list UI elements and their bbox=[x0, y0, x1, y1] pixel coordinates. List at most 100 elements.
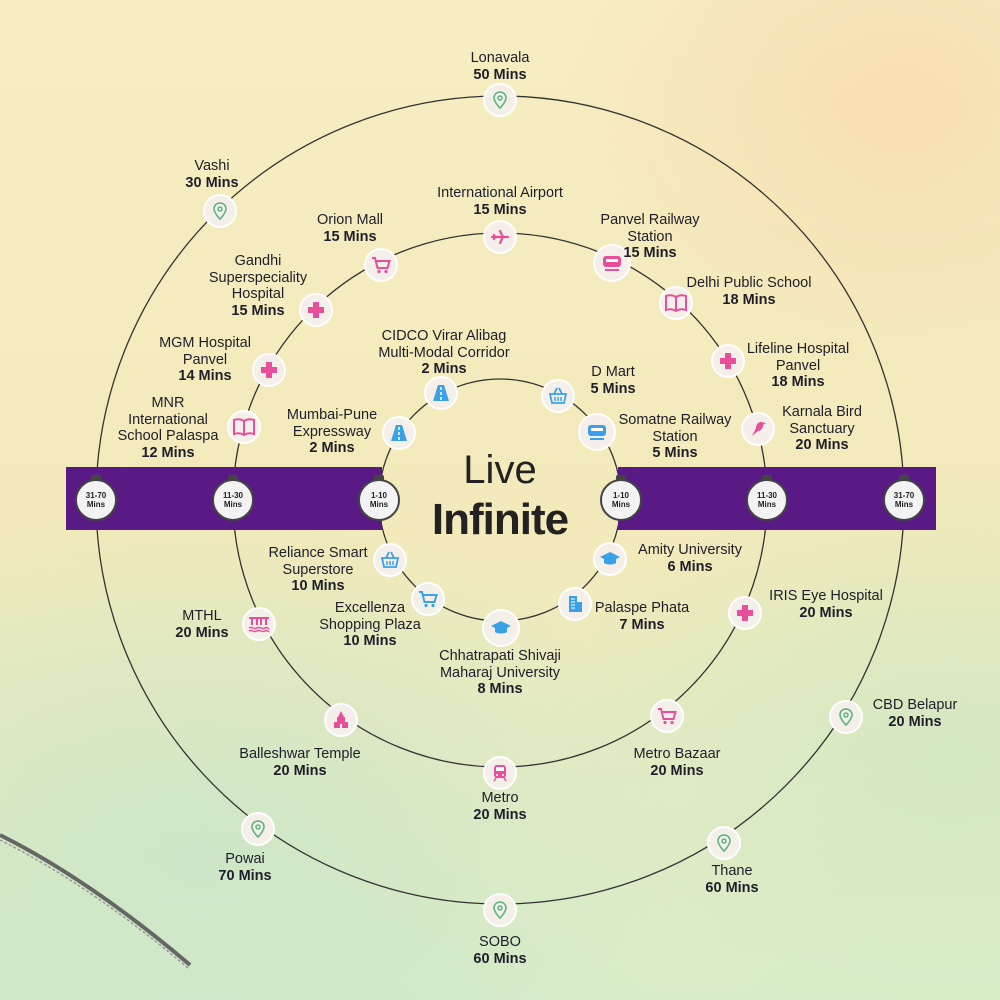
label-lonavala: Lonavala 50 Mins bbox=[471, 50, 530, 83]
bridge-icon bbox=[244, 609, 274, 639]
label-powai: Powai 70 Mins bbox=[218, 851, 271, 884]
location-name: Amity University bbox=[638, 542, 742, 558]
location-name: Excellenza Shopping Plaza bbox=[319, 600, 421, 633]
clock-outer-right: 31-70 Mins bbox=[883, 475, 925, 521]
location-name: Chhatrapati Shivaji Maharaj University bbox=[439, 648, 561, 681]
clock-middle-left: 11-30 Mins bbox=[212, 475, 254, 521]
map-pin-icon bbox=[831, 702, 861, 732]
label-vashi: Vashi 30 Mins bbox=[185, 158, 238, 191]
location-name: Gandhi Superspeciality Hospital bbox=[208, 253, 308, 302]
label-metro: Metro 20 Mins bbox=[473, 790, 526, 823]
travel-time: 20 Mins bbox=[175, 624, 229, 641]
location-name: Lifeline Hospital Panvel bbox=[746, 341, 850, 374]
location-name: Reliance Smart Superstore bbox=[268, 545, 368, 578]
building-icon bbox=[560, 589, 590, 619]
label-excellenza: Excellenza Shopping Plaza 10 Mins bbox=[319, 600, 421, 650]
travel-time: 20 Mins bbox=[650, 762, 704, 779]
location-name: Palaspe Phata bbox=[594, 600, 690, 616]
label-balleshwar-temple: Balleshwar Temple 20 Mins bbox=[239, 746, 360, 779]
label-international-airport: International Airport 15 Mins bbox=[437, 185, 563, 218]
travel-time: 7 Mins bbox=[619, 616, 665, 633]
travel-time: 6 Mins bbox=[667, 558, 713, 575]
travel-time: 18 Mins bbox=[771, 374, 825, 390]
label-reliance-smart: Reliance Smart Superstore 10 Mins bbox=[268, 545, 367, 595]
train-icon bbox=[580, 415, 614, 449]
medical-cross-icon bbox=[254, 355, 284, 385]
label-gandhi-hospital: Gandhi Superspeciality Hospital 15 Mins bbox=[209, 253, 307, 319]
travel-time: 10 Mins bbox=[343, 633, 397, 649]
bird-icon bbox=[743, 414, 773, 444]
travel-time: 20 Mins bbox=[273, 762, 327, 779]
travel-time: 60 Mins bbox=[705, 879, 759, 896]
travel-time: 15 Mins bbox=[473, 201, 527, 218]
location-name: D Mart bbox=[591, 364, 635, 380]
shopping-cart-icon bbox=[366, 250, 396, 280]
location-name: Balleshwar Temple bbox=[239, 746, 361, 762]
label-somatne-railway: Somatne Railway Station 5 Mins bbox=[619, 412, 732, 462]
label-chhatrapati-university: Chhatrapati Shivaji Maharaj University 8 … bbox=[439, 648, 561, 698]
label-metro-bazaar: Metro Bazaar 20 Mins bbox=[633, 746, 720, 779]
travel-time: 15 Mins bbox=[323, 228, 377, 245]
shopping-basket-icon bbox=[375, 545, 405, 575]
travel-time: 20 Mins bbox=[795, 437, 849, 453]
label-sobo: SOBO 60 Mins bbox=[473, 934, 526, 967]
label-lifeline-hospital: Lifeline Hospital Panvel 18 Mins bbox=[747, 341, 849, 391]
location-name: Mumbai-Pune Expressway bbox=[286, 407, 378, 440]
map-pin-icon bbox=[485, 895, 515, 925]
location-name: Vashi bbox=[194, 158, 230, 174]
travel-time: 5 Mins bbox=[652, 445, 698, 461]
location-name: Thane bbox=[711, 863, 753, 879]
travel-time: 2 Mins bbox=[309, 440, 355, 456]
location-name: Powai bbox=[225, 851, 265, 867]
label-d-mart: D Mart 5 Mins bbox=[590, 364, 635, 397]
label-mthl: MTHL 20 Mins bbox=[175, 608, 228, 641]
travel-time: 18 Mins bbox=[722, 291, 776, 308]
graduation-cap-icon bbox=[595, 544, 625, 574]
book-icon bbox=[661, 288, 691, 318]
label-orion-mall: Orion Mall 15 Mins bbox=[317, 212, 383, 245]
location-name: Delhi Public School bbox=[686, 275, 812, 291]
location-name: Metro bbox=[481, 790, 519, 806]
travel-time: 20 Mins bbox=[888, 713, 942, 730]
travel-time: 8 Mins bbox=[477, 681, 523, 697]
travel-time: 10 Mins bbox=[291, 578, 345, 594]
travel-time: 15 Mins bbox=[231, 302, 285, 319]
location-name: IRIS Eye Hospital bbox=[769, 588, 883, 604]
travel-time: 60 Mins bbox=[473, 950, 527, 967]
map-pin-icon bbox=[709, 828, 739, 858]
map-pin-icon bbox=[205, 196, 235, 226]
road-line bbox=[0, 833, 192, 967]
map-pin-icon bbox=[243, 814, 273, 844]
label-panvel-railway: Panvel Railway Station 15 Mins bbox=[600, 212, 699, 262]
travel-time: 50 Mins bbox=[473, 66, 527, 83]
temple-icon bbox=[326, 705, 356, 735]
location-name: MGM Hospital Panvel bbox=[159, 335, 251, 368]
label-mumbai-pune: Mumbai-Pune Expressway 2 Mins bbox=[287, 407, 377, 457]
medical-cross-icon bbox=[301, 295, 331, 325]
travel-time: 30 Mins bbox=[185, 174, 239, 191]
location-name: Metro Bazaar bbox=[633, 746, 721, 762]
graduation-cap-icon bbox=[484, 611, 518, 645]
clock-inner-left: 1-10 Mins bbox=[358, 475, 400, 521]
medical-cross-icon bbox=[713, 346, 743, 376]
clock-middle-right: 11-30 Mins bbox=[746, 475, 788, 521]
map-pin-icon bbox=[485, 85, 515, 115]
road-icon bbox=[384, 418, 414, 448]
location-name: CBD Belapur bbox=[872, 697, 958, 713]
location-name: SOBO bbox=[479, 934, 521, 950]
shopping-basket-icon bbox=[543, 381, 573, 411]
location-name: CIDCO Virar Alibag Multi-Modal Corridor bbox=[378, 328, 510, 361]
label-mnr-school: MNR International School Palaspa 12 Mins bbox=[118, 395, 219, 461]
brand-line-2: Infinite bbox=[431, 495, 569, 544]
label-mgm-hospital: MGM Hospital Panvel 14 Mins bbox=[159, 335, 251, 385]
travel-time: 5 Mins bbox=[590, 380, 636, 397]
location-name: Lonavala bbox=[470, 50, 530, 66]
label-cbd-belapur: CBD Belapur 20 Mins bbox=[873, 697, 958, 730]
location-name: Somatne Railway Station bbox=[618, 412, 732, 445]
label-karnala-bird: Karnala Bird Sanctuary 20 Mins bbox=[782, 404, 862, 454]
label-delhi-public-school: Delhi Public School 18 Mins bbox=[687, 275, 812, 308]
location-name: MNR International School Palaspa bbox=[117, 395, 219, 444]
label-iris-eye: IRIS Eye Hospital 20 Mins bbox=[769, 588, 883, 621]
location-name: International Airport bbox=[437, 185, 563, 201]
label-amity-university: Amity University 6 Mins bbox=[638, 542, 742, 575]
